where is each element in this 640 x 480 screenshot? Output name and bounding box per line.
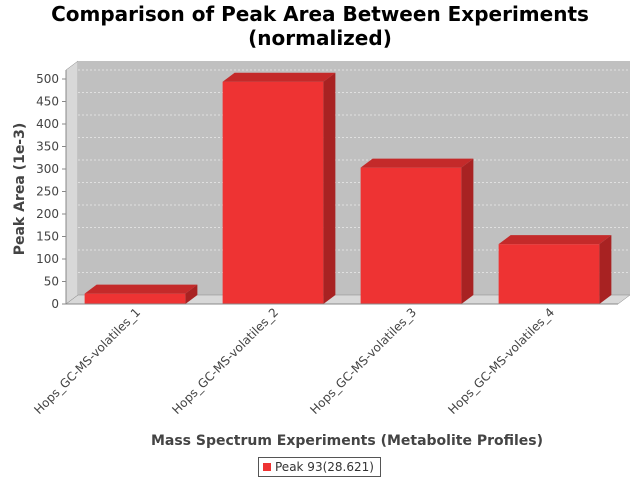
y-axis-label: Peak Area (1e-3) (12, 123, 28, 256)
y-tick-label: 200 (36, 207, 59, 221)
bar (222, 72, 336, 304)
x-axis-label: Mass Spectrum Experiments (Metabolite Pr… (151, 433, 543, 449)
y-tick-label: 250 (36, 185, 59, 199)
legend-label: Peak 93(28.621) (275, 460, 374, 474)
bars (84, 72, 612, 304)
y-tick-label: 0 (51, 297, 59, 311)
bar-top (222, 72, 336, 82)
bar-front (84, 293, 186, 304)
x-tick-label: Hops_GC-MS-volatiles_1 (31, 305, 143, 417)
x-axis: Hops_GC-MS-volatiles_1 Hops_GC-MS-volatil… (31, 303, 618, 417)
legend-swatch (263, 463, 271, 471)
bar (360, 158, 474, 304)
y-tick-label: 300 (36, 162, 59, 176)
bar (84, 284, 198, 304)
x-tick-label: Hops_GC-MS-volatiles_3 (307, 305, 419, 417)
bar-side (185, 284, 198, 304)
bar (498, 235, 612, 304)
bar-front (498, 244, 600, 304)
bar-top (84, 284, 198, 294)
legend: Peak 93(28.621) (258, 457, 381, 477)
y-tick-label: 50 (44, 275, 59, 289)
plot-side-wall (65, 60, 79, 305)
bar-top (360, 158, 474, 168)
x-tick-label: Hops_GC-MS-volatiles_4 (445, 305, 557, 417)
bar-front (360, 167, 462, 304)
bar-side (599, 235, 612, 304)
bar-side (461, 158, 474, 304)
chart-title-line-2: (normalized) (248, 26, 392, 50)
y-tick-label: 100 (36, 252, 59, 266)
bar-side (323, 72, 336, 304)
x-tick-label: Hops_GC-MS-volatiles_2 (169, 305, 281, 417)
gridlines (78, 69, 630, 273)
bar-top (498, 235, 612, 245)
y-tick-label: 450 (36, 95, 59, 109)
chart-title: Comparison of Peak Area Between Experime… (0, 2, 640, 50)
y-tick-label: 500 (36, 72, 59, 86)
chart-title-line-1: Comparison of Peak Area Between Experime… (51, 2, 589, 26)
bar-front (222, 81, 324, 304)
y-tick-label: 400 (36, 117, 59, 131)
y-axis: 0 50 100 150 200 250 300 350 400 450 500 (36, 70, 67, 311)
y-tick-label: 350 (36, 140, 59, 154)
y-tick-label: 150 (36, 230, 59, 244)
